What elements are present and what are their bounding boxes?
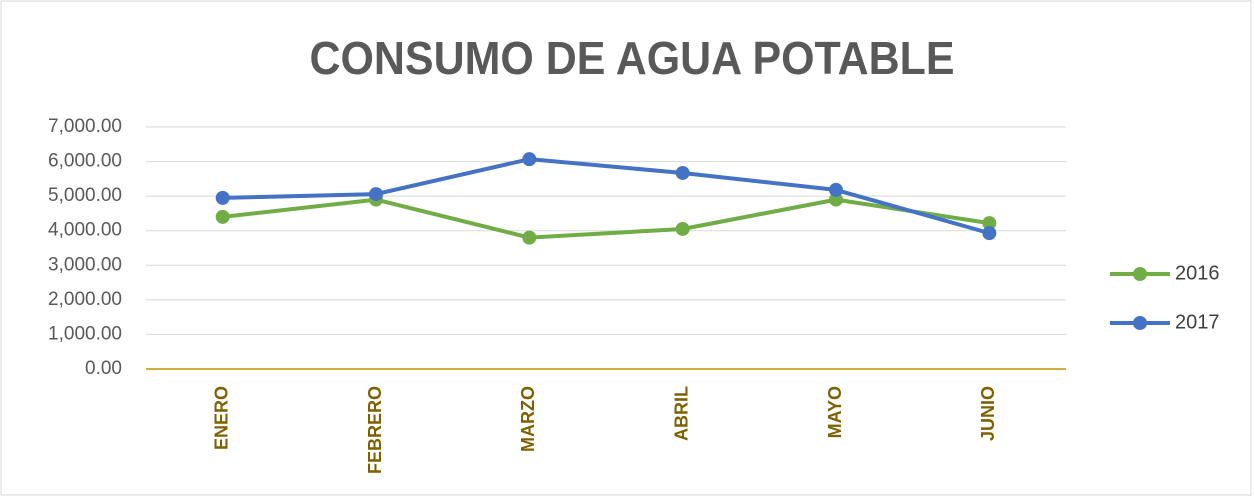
- data-point: [675, 221, 690, 236]
- data-point: [215, 209, 230, 224]
- x-tick-label: MARZO: [518, 386, 538, 452]
- y-tick-label: 3,000.00: [48, 254, 122, 275]
- data-point: [522, 230, 537, 245]
- data-point: [215, 190, 230, 205]
- y-tick-label: 5,000.00: [48, 185, 122, 206]
- data-point: [369, 187, 383, 202]
- y-tick-label: 2,000.00: [48, 289, 122, 310]
- x-tick-label: ABRIL: [671, 386, 691, 441]
- x-tick-label: JUNIO: [978, 386, 998, 441]
- series-line: [222, 197, 990, 240]
- data-point: [675, 165, 690, 180]
- legend-label: 2017: [1175, 311, 1220, 333]
- series-line: [222, 157, 990, 236]
- x-tick-label: FEBRERO: [365, 386, 385, 474]
- y-tick-label: 0.00: [85, 358, 122, 379]
- y-tick-label: 6,000.00: [48, 151, 122, 172]
- y-tick-label: 1,000.00: [48, 323, 122, 344]
- y-tick-label: 4,000.00: [48, 220, 122, 241]
- data-point: [829, 192, 843, 207]
- data-point: [982, 226, 997, 241]
- legend-marker: [1133, 267, 1147, 281]
- data-point: [522, 152, 537, 167]
- legend-marker: [1133, 316, 1147, 330]
- data-point: [829, 182, 843, 197]
- legend-label: 2016: [1175, 262, 1220, 284]
- y-tick-label: 7,000.00: [48, 116, 122, 137]
- chart-title: CONSUMO DE AGUA POTABLE: [310, 32, 955, 84]
- x-tick-label: MAYO: [825, 386, 845, 438]
- x-tick-label: ENERO: [211, 386, 231, 450]
- data-point: [982, 216, 997, 231]
